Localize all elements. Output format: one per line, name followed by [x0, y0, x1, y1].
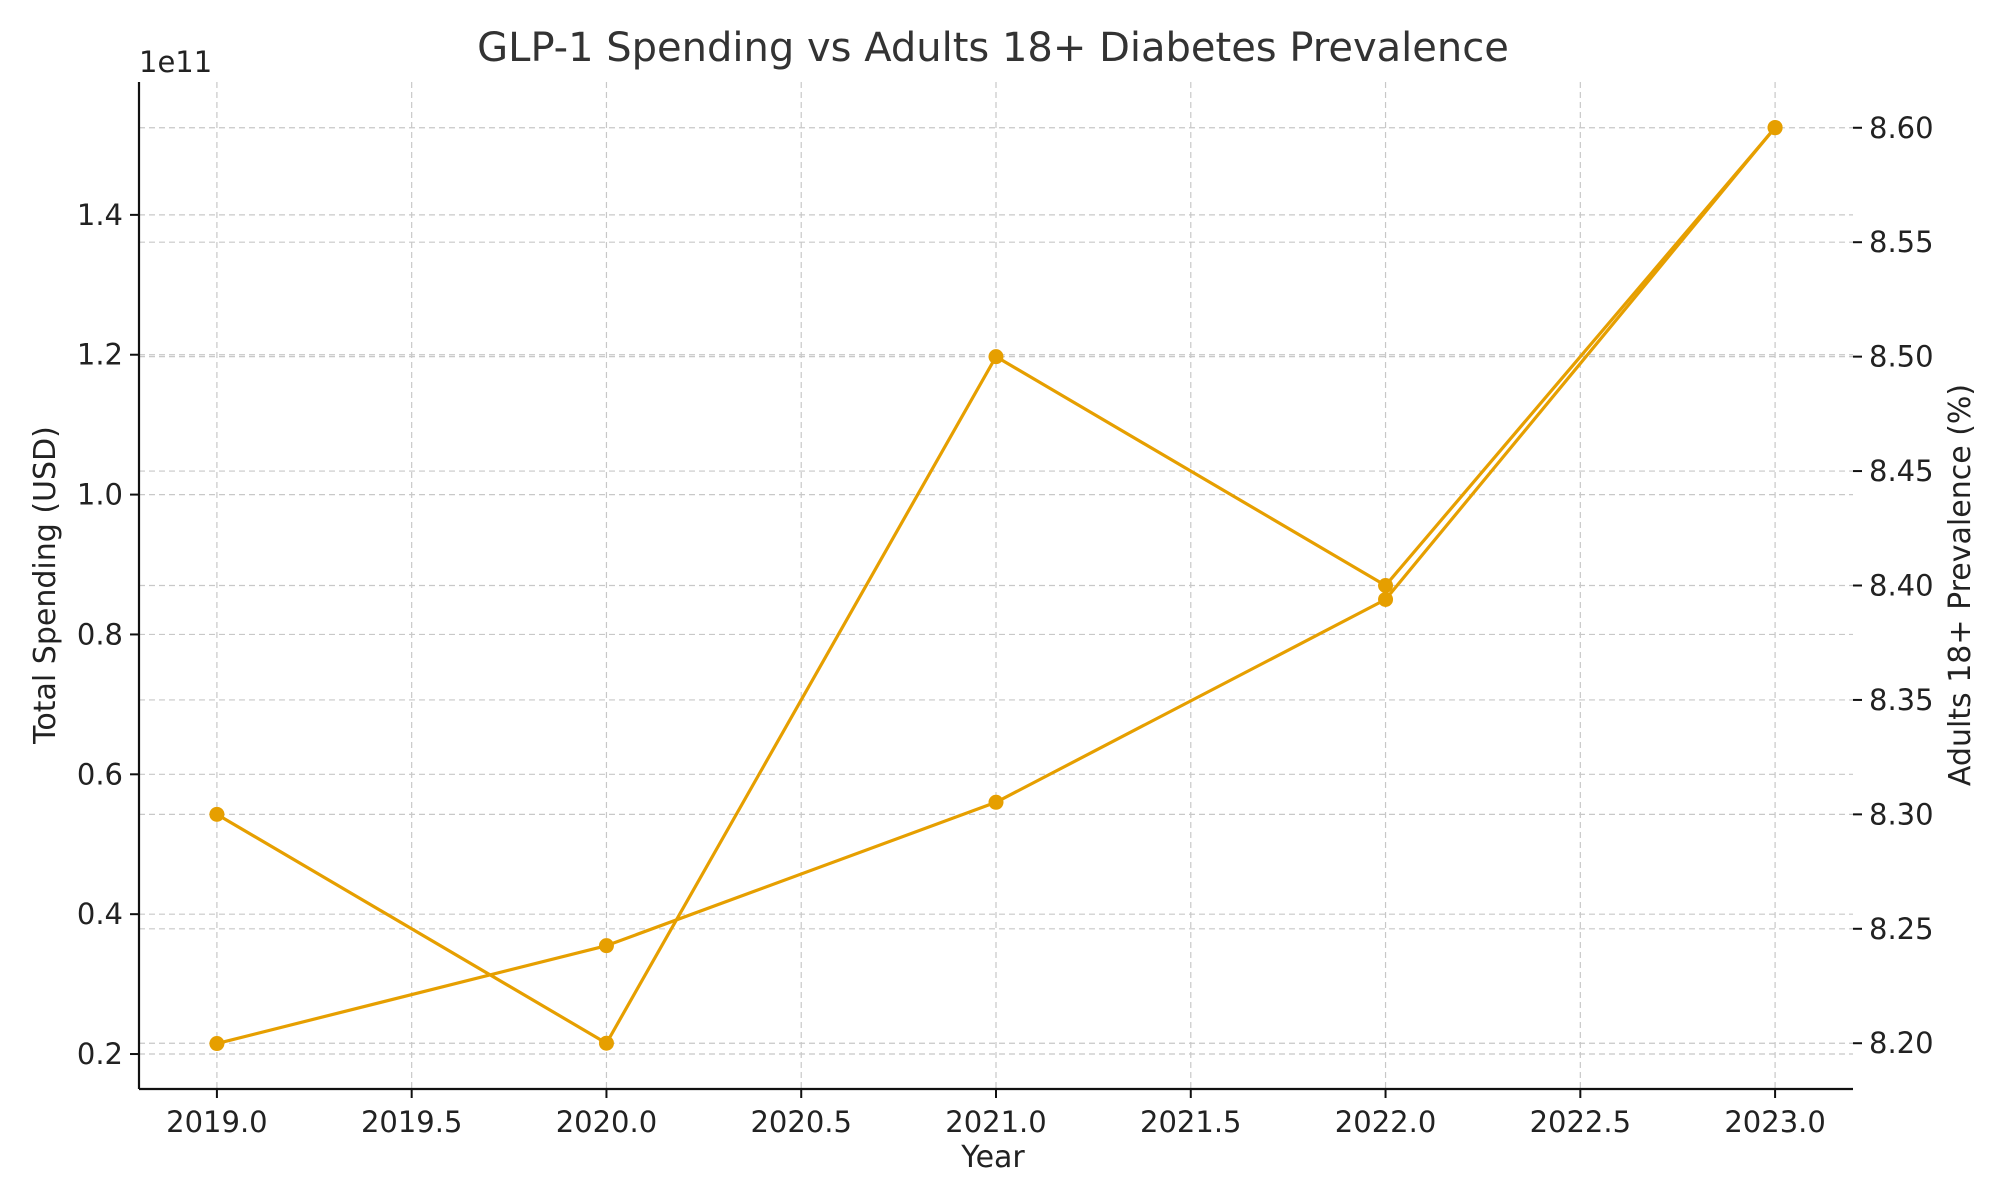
right-y-tick-label: 8.30 [1869, 797, 1934, 831]
right-y-tick-label: 8.40 [1869, 569, 1934, 603]
series-point-prevalence [988, 349, 1004, 365]
x-tick-label: 2023.0 [1724, 1105, 1825, 1139]
grid-layer [139, 82, 1853, 1089]
left-y-tick-label: 1.4 [77, 198, 123, 232]
series-point-prevalence [1378, 578, 1394, 593]
axes-layer: 2019.0 2019.5 2020.0 2020.5 2021.0 2021.5 2022… [77, 82, 1934, 1139]
series-point-prevalence [1767, 120, 1783, 136]
series-point-prevalence [598, 1035, 614, 1051]
left-y-tick-label: 0.8 [77, 617, 123, 651]
right-y-tick-label: 8.60 [1869, 111, 1934, 145]
series-point-spending [209, 1036, 225, 1052]
left-y-tick-label: 1.2 [77, 338, 123, 372]
series-point-prevalence [209, 806, 225, 822]
x-tick-label: 2020.5 [750, 1105, 851, 1139]
right-y-tick-label: 8.55 [1869, 225, 1934, 259]
right-y-tick-label: 8.25 [1869, 912, 1934, 946]
left-y-tick-label: 0.2 [77, 1037, 123, 1071]
right-y-tick-label: 8.45 [1869, 454, 1934, 488]
left-y-tick-label: 0.6 [77, 757, 123, 791]
x-tick-label: 2021.0 [945, 1105, 1046, 1139]
right-y-tick-label: 8.50 [1869, 340, 1934, 374]
right-y-tick-label: 8.35 [1869, 683, 1934, 717]
series-layer [209, 119, 1783, 1052]
x-tick-label: 2022.0 [1335, 1105, 1436, 1139]
left-y-tick-label: 0.4 [77, 897, 123, 931]
x-tick-label: 2022.5 [1530, 1105, 1631, 1139]
x-tick-label: 2019.5 [361, 1105, 462, 1139]
series-point-spending [988, 794, 1004, 810]
left-y-axis-title: Total Spending (USD) [28, 426, 63, 745]
right-y-axis-title: Adults 18+ Prevalence (%) [1943, 384, 1978, 786]
x-axis-title: Year [960, 1140, 1025, 1175]
left-axis-offset-label: 1e11 [139, 45, 212, 79]
right-y-tick-label: 8.20 [1869, 1026, 1934, 1060]
series-point-spending [1378, 591, 1394, 607]
left-y-tick-label: 1.0 [77, 478, 123, 512]
x-tick-label: 2019.0 [166, 1105, 267, 1139]
x-tick-label: 2020.0 [556, 1105, 657, 1139]
x-tick-label: 2021.5 [1140, 1105, 1241, 1139]
series-point-spending [598, 938, 614, 954]
chart-title: GLP-1 Spending vs Adults 18+ Diabetes Pr… [477, 25, 1509, 71]
